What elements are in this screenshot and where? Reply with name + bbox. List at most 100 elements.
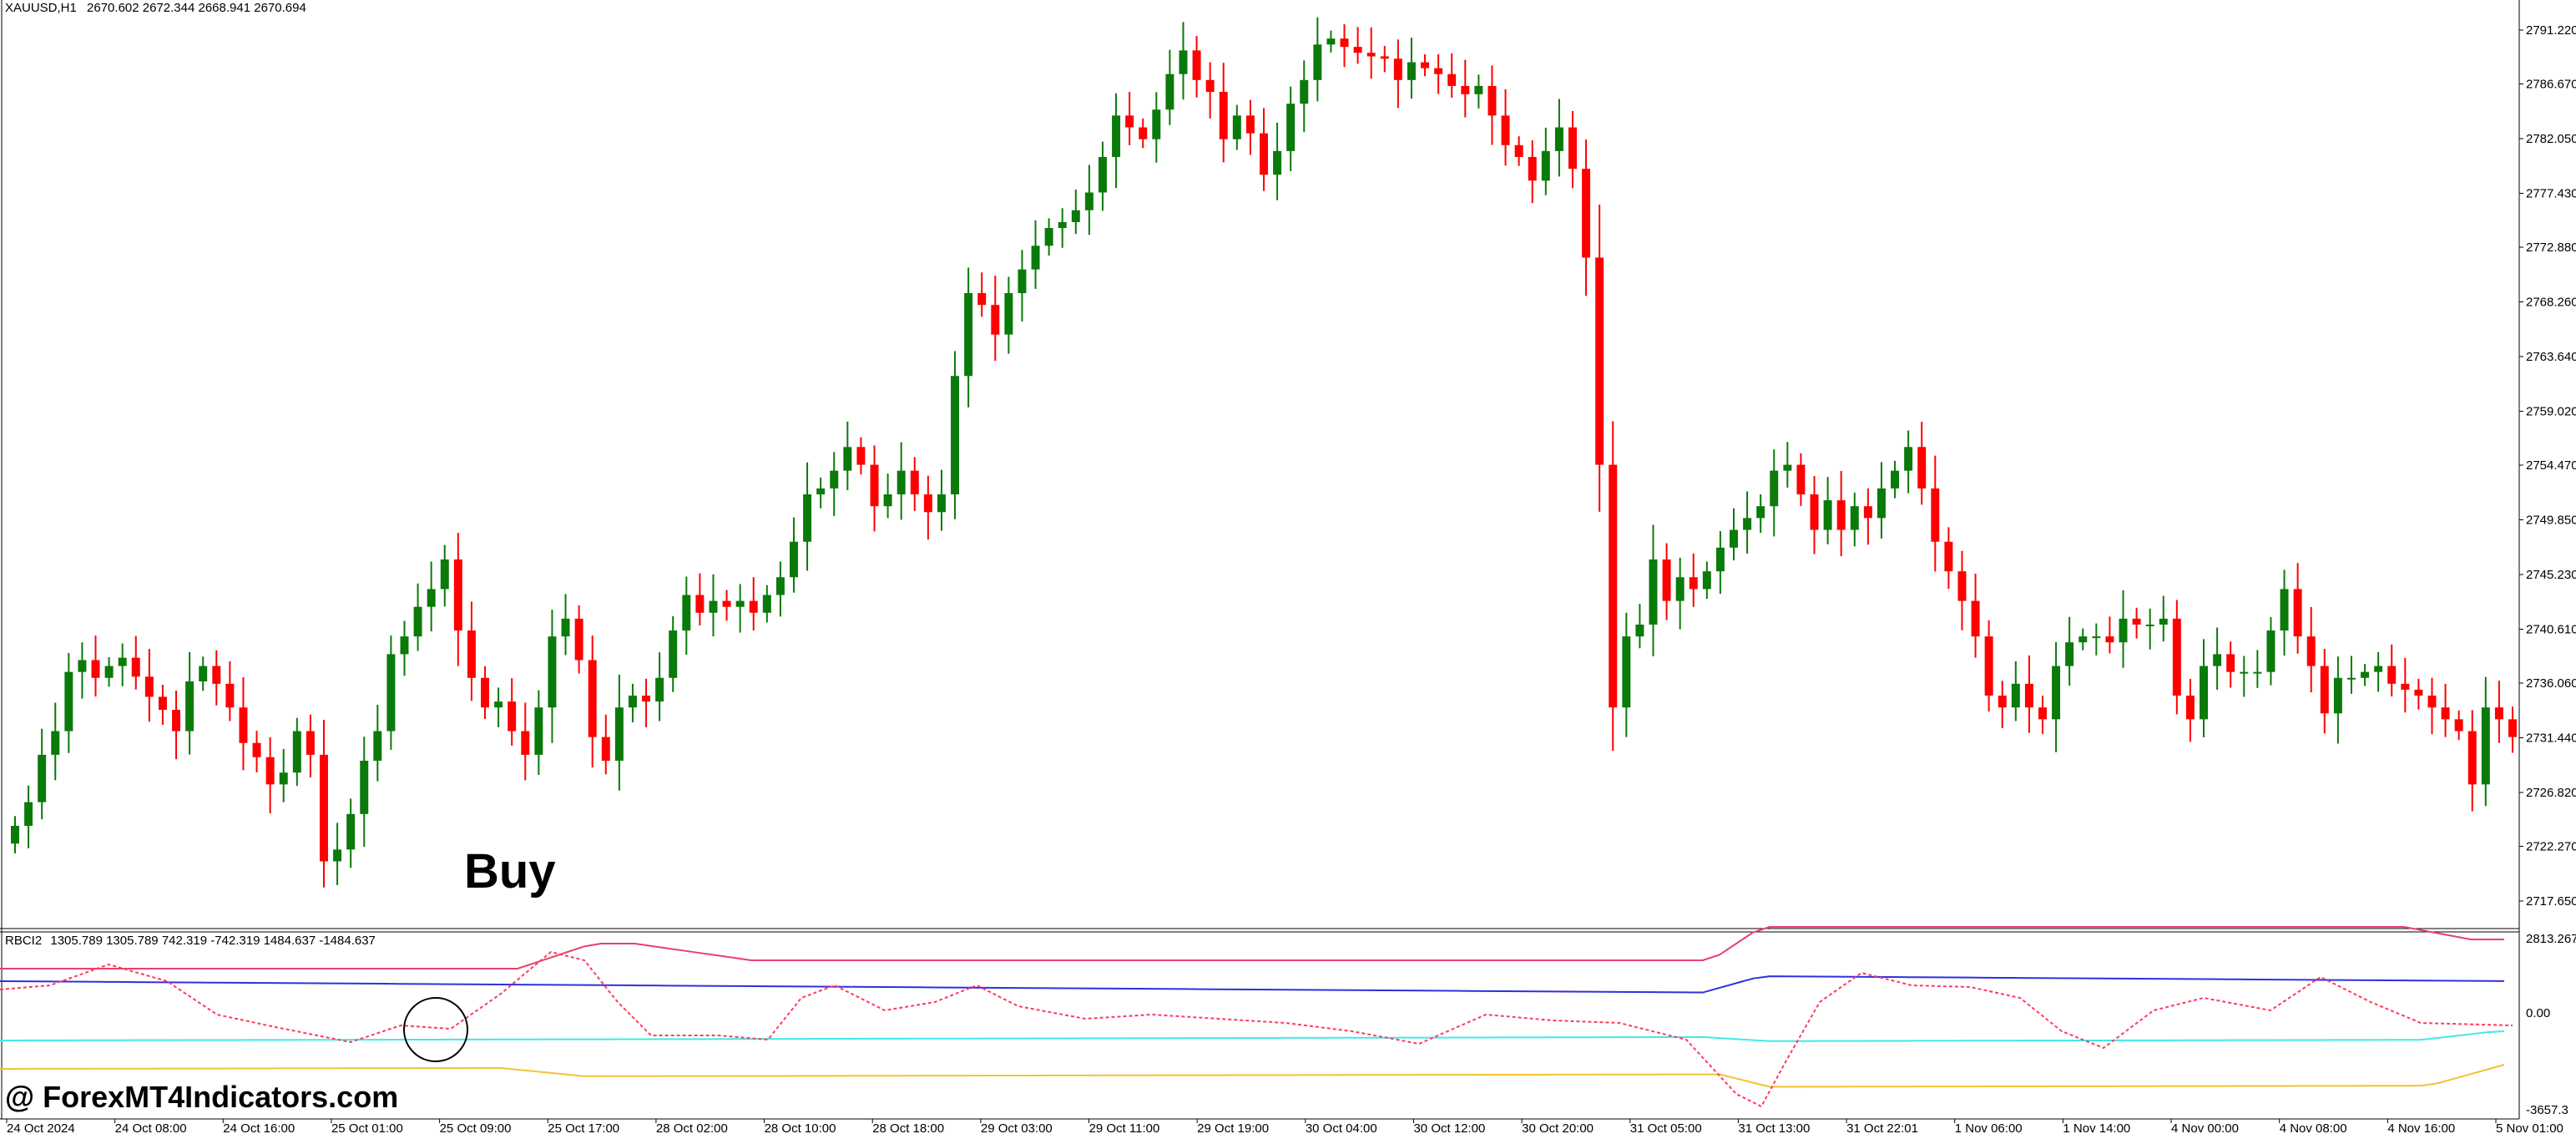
bull-candle (413, 583, 422, 651)
bull-candle (735, 584, 745, 633)
bear-candle (1219, 63, 1228, 163)
candle-body (2213, 654, 2222, 666)
candle-body (1823, 500, 1832, 530)
bull-candle (51, 702, 60, 781)
candle-body (64, 671, 73, 731)
price-tick-label: 2740.610 (2526, 622, 2576, 636)
upper-band-line (0, 926, 2504, 969)
bull-candle (2213, 627, 2222, 690)
bull-candle (1541, 127, 1550, 195)
candle-body (803, 494, 812, 542)
candle-body (588, 660, 597, 737)
bull-candle (199, 656, 208, 691)
candle-body (2266, 630, 2275, 672)
candle-body (1836, 500, 1846, 530)
bull-candle (279, 748, 288, 802)
candle-body (1770, 470, 1779, 507)
candle-body (951, 376, 960, 495)
bull-candle (1743, 491, 1752, 554)
candle-body (1393, 58, 1402, 80)
bear-candle (1971, 574, 1980, 658)
candle-body (790, 541, 798, 578)
bear-candle (1260, 108, 1268, 191)
candle-body (1084, 192, 1094, 210)
bear-candle (158, 685, 167, 725)
bull-candle (1286, 86, 1296, 171)
candle-body (1863, 506, 1872, 519)
candle-body (937, 494, 946, 513)
bear-candle (1192, 36, 1201, 98)
bull-candle (400, 620, 409, 676)
candle-body (1004, 293, 1013, 335)
bear-candle (1366, 27, 1376, 79)
bear-candle (265, 737, 275, 814)
candle-body (2185, 696, 2195, 720)
bull-candle (1152, 92, 1161, 163)
candle-body (964, 293, 973, 377)
bear-candle (2494, 681, 2503, 743)
candle-body (1850, 506, 1859, 530)
bull-candle (440, 544, 449, 607)
bull-candle (2240, 656, 2249, 697)
candle-body (2401, 683, 2410, 690)
price-axis: 2791.220 2786.670 2782.050 2777.430 2772.880… (2519, 23, 2576, 909)
bear-candle (1353, 27, 1362, 64)
bear-candle (239, 677, 248, 771)
bear-candle (144, 648, 154, 722)
bear-candle (2172, 600, 2181, 715)
candle-body (2387, 666, 2397, 684)
candle-body (413, 606, 422, 637)
time-tick-label: 4 Nov 00:00 (2171, 1121, 2239, 1135)
candle-body (11, 825, 19, 844)
bear-candle (481, 666, 489, 720)
candle-body (1501, 115, 1510, 145)
candle-body (709, 600, 718, 613)
candle-body (1622, 636, 1631, 708)
candle-body (1702, 571, 1711, 590)
buy-label: Buy (464, 844, 556, 899)
bull-candle (534, 690, 543, 776)
bull-candle (2065, 616, 2074, 686)
bull-candle (2346, 656, 2356, 694)
candle-body (655, 677, 664, 702)
candle-body (695, 595, 705, 613)
bull-candle (2374, 651, 2383, 692)
candle-body (24, 802, 33, 826)
bull-candle (1756, 494, 1765, 534)
candle-body (386, 654, 396, 731)
candle-body (521, 731, 530, 755)
candle-body (2346, 677, 2356, 680)
price-tick-label: 2717.650 (2526, 894, 2576, 909)
candle-body (1984, 636, 1993, 696)
bull-candle (1031, 220, 1040, 290)
candle-body (1152, 109, 1161, 139)
candle-body (212, 666, 221, 684)
candle-body (481, 677, 489, 708)
candle-body (400, 636, 409, 655)
candle-body (1326, 38, 1336, 45)
bull-candle (2361, 664, 2370, 686)
candle-body (1421, 62, 1430, 68)
bull-candle (1326, 30, 1336, 53)
bear-candle (2414, 678, 2423, 710)
time-tick-label: 31 Oct 22:01 (1846, 1121, 1918, 1135)
bull-candle (1702, 561, 1711, 600)
candle-body (816, 488, 826, 495)
bull-candle (655, 652, 664, 721)
bull-candle (373, 705, 382, 782)
price-tick-label: 2749.850 (2526, 514, 2576, 528)
bear-candle (2441, 683, 2450, 737)
bull-candle (2078, 628, 2088, 650)
blue-line (0, 975, 2505, 994)
candle-body (1944, 541, 1953, 572)
bull-candle (937, 469, 946, 531)
bull-candle (790, 517, 798, 593)
symbol-header: XAUUSD,H1 2670.602 2672.344 2668.941 267… (5, 1, 306, 15)
candle-body (1675, 577, 1685, 601)
candle-body (1192, 50, 1201, 80)
bear-candle (2454, 710, 2463, 741)
candle-body (1071, 210, 1080, 222)
candle-body (440, 559, 449, 590)
